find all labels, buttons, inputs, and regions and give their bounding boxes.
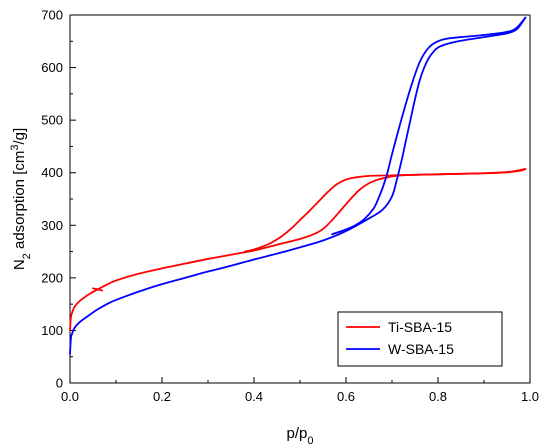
x-axis-title: p/p0 — [287, 425, 314, 447]
legend-label-ti-sba-15: Ti-SBA-15 — [388, 319, 452, 335]
x-tick-label: 0.0 — [61, 389, 79, 404]
y-tick-label: 600 — [41, 60, 63, 75]
plot-area: 0 100 200 300 400 500 600 700 0.0 0.2 0.4 0.6 0.8 1.… — [41, 8, 539, 405]
y-axis: 0 100 200 300 400 500 600 700 — [41, 8, 76, 391]
series-line-w-sba-15-desorption — [331, 16, 527, 236]
series-line-ti-sba-15-desorption-start — [92, 287, 104, 292]
y-axis-title: N2 adsorption [cm3/g] — [9, 128, 33, 270]
x-axis: 0.0 0.2 0.4 0.6 0.8 1.0 — [61, 377, 539, 404]
x-tick-label: 1.0 — [521, 389, 539, 404]
x-tick-label: 0.8 — [429, 389, 447, 404]
series-layer — [69, 16, 527, 355]
y-tick-label: 700 — [41, 8, 63, 23]
x-tick-label: 0.4 — [245, 389, 263, 404]
y-tick-label: 300 — [41, 218, 63, 233]
x-tick-label: 0.6 — [337, 389, 355, 404]
legend-box — [337, 311, 503, 367]
y-tick-label: 400 — [41, 165, 63, 180]
series-line-ti-sba-15-adsorption — [69, 168, 527, 332]
y-tick-label: 500 — [41, 113, 63, 128]
legend-label-w-sba-15: W-SBA-15 — [388, 341, 454, 357]
series-line-ti-sba-15-desorption — [243, 168, 527, 253]
series-line-w-sba-15-adsorption — [69, 16, 527, 355]
x-tick-label: 0.2 — [153, 389, 171, 404]
legend: Ti-SBA-15 W-SBA-15 — [337, 311, 503, 367]
y-tick-label: 0 — [56, 376, 63, 391]
y-tick-label: 200 — [41, 270, 63, 285]
y-tick-label: 100 — [41, 323, 63, 338]
